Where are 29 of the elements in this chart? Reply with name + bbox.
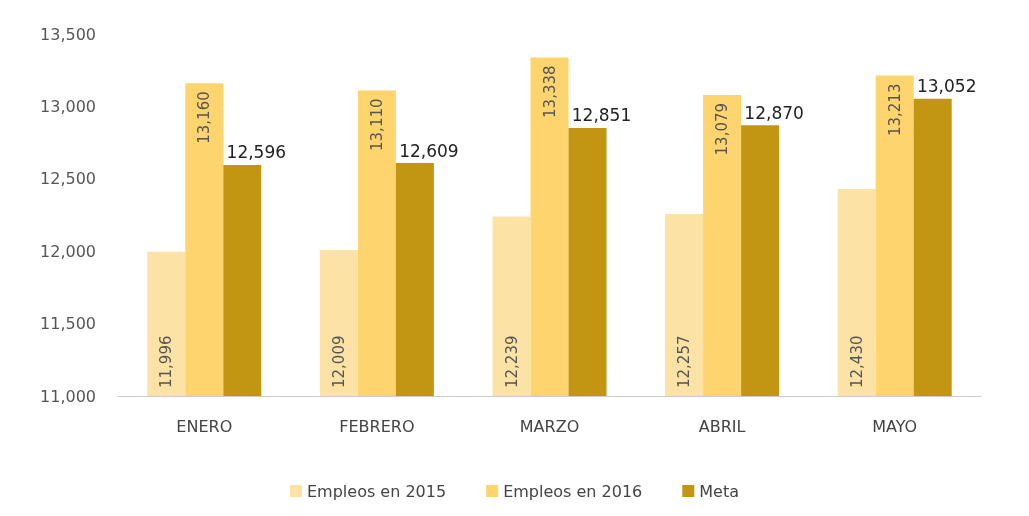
data-label: 13,079 [713, 102, 732, 156]
x-tick-label: ENERO [176, 416, 233, 436]
data-label: 12,609 [399, 140, 459, 161]
y-tick-label: 13,500 [40, 24, 96, 44]
data-label: 13,052 [916, 76, 977, 97]
y-tick-label: 11,000 [40, 386, 96, 406]
legend-label: Meta [699, 481, 740, 501]
data-label: 11,996 [157, 335, 176, 388]
data-label: 13,213 [885, 83, 904, 137]
data-label: 12,870 [744, 102, 804, 123]
data-label: 12,596 [226, 142, 287, 163]
x-tick-label: ABRIL [698, 416, 746, 436]
legend-label: Empleos en 2016 [503, 481, 643, 501]
x-tick-label: FEBRERO [339, 416, 415, 436]
data-label: 12,430 [847, 335, 866, 388]
x-tick-label: MAYO [872, 416, 918, 436]
y-tick-label: 12,500 [40, 169, 96, 189]
y-tick-label: 11,500 [40, 314, 96, 334]
y-tick-label: 12,000 [40, 241, 96, 261]
data-label: 13,338 [540, 65, 559, 118]
x-tick-label: MARZO [519, 416, 580, 436]
data-label: 12,009 [329, 335, 348, 388]
y-tick-label: 13,000 [40, 96, 96, 116]
data-label: 13,110 [367, 98, 386, 151]
data-label: 12,257 [675, 335, 694, 388]
data-label: 12,851 [571, 105, 632, 126]
data-label: 12,239 [502, 335, 521, 388]
legend-label: Empleos en 2015 [307, 481, 447, 501]
data-label: 13,160 [195, 91, 214, 144]
